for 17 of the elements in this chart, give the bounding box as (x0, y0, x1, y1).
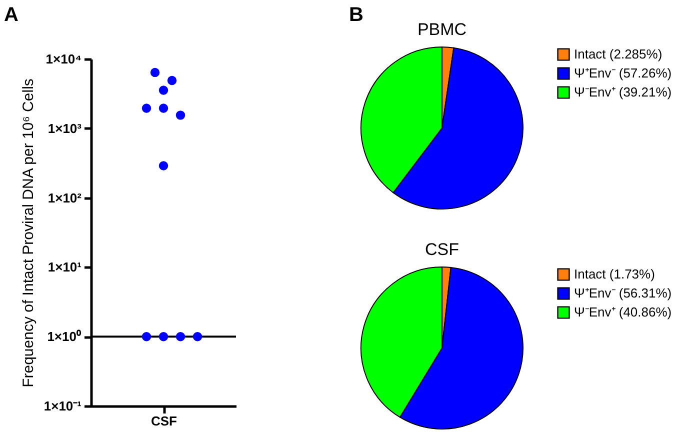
chart-title: CSF (425, 240, 459, 259)
text: B (349, 4, 364, 26)
legend-label: Intact (1.73%) (574, 266, 655, 282)
legend-label: Intact (2.285%) (574, 46, 662, 62)
y-tick-label: 1×10² (48, 190, 82, 206)
y-tick-label: 1×10⁴ (46, 52, 82, 66)
legend-label: Ψ⁻Env⁺ (39.21%) (574, 84, 672, 100)
y-axis-title: Frequency of Intact Proviral DNA per 10⁶ Cells (20, 78, 37, 388)
legend-label: Ψ⁺Env⁻ (56.31%) (574, 286, 672, 300)
y-tick-label: 1×10⁻¹ (44, 398, 82, 414)
y-tick-label: 1×10³ (48, 120, 82, 136)
text: A (4, 4, 18, 26)
y-tick-label: 1×10⁰ (47, 329, 82, 344)
chart-title: PBMC (417, 20, 467, 39)
legend-label: Ψ⁻Env⁺ (40.86%) (574, 304, 672, 320)
legend-label: Ψ⁺Env⁻ (57.26%) (574, 66, 672, 80)
y-tick-label: 1×10¹ (48, 260, 82, 275)
